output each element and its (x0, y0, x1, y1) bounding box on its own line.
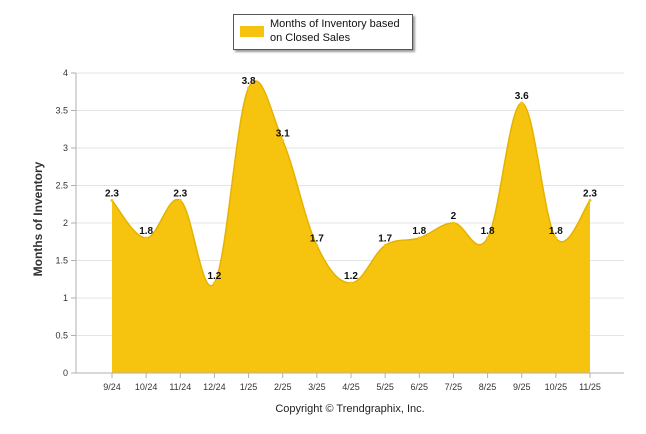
x-tick-label: 2/25 (274, 382, 292, 392)
copyright-text: Copyright © Trendgraphix, Inc. (275, 403, 425, 415)
data-label: 1.8 (139, 226, 153, 237)
y-tick-label: 4 (63, 68, 68, 78)
x-tick-label: 11/24 (169, 382, 191, 392)
data-point (554, 236, 558, 240)
area-layer (110, 80, 592, 374)
data-point (349, 281, 353, 285)
data-label: 3.8 (242, 76, 256, 87)
data-point (451, 221, 455, 225)
y-axis-title: Months of Inventory (31, 161, 45, 277)
data-label: 3.1 (276, 129, 290, 140)
y-tick-label: 2.5 (55, 181, 68, 191)
x-tick-label: 10/25 (545, 382, 568, 392)
x-tick-label: 11/25 (579, 382, 601, 392)
data-label: 1.8 (412, 226, 426, 237)
y-tick-label: 1 (63, 293, 68, 303)
data-label-layer: 2.3 1.8 2.3 1.2 3.8 3.1 1.7 1.2 1.7 1.8 2 1.8 3.6 1.8… (105, 76, 597, 282)
data-point (144, 236, 148, 240)
data-label: 2.3 (173, 189, 187, 200)
x-tick-label: 12/24 (203, 382, 226, 392)
data-point (486, 236, 490, 240)
y-tick-label: 3.5 (55, 106, 68, 116)
x-tick-label: 10/24 (135, 382, 158, 392)
data-label: 2.3 (105, 189, 119, 200)
legend-label: Months of Inventory based on Closed Sale… (270, 18, 400, 44)
x-tick-label: 8/25 (479, 382, 497, 392)
data-point (588, 199, 592, 202)
data-point (110, 199, 114, 202)
data-label: 2.3 (583, 189, 597, 200)
data-point (247, 86, 251, 90)
data-point (281, 139, 285, 142)
data-point (417, 236, 421, 240)
x-tick-label: 9/25 (513, 382, 531, 392)
legend: Months of Inventory based on Closed Sale… (233, 14, 413, 50)
x-tick-label: 5/25 (376, 382, 394, 392)
data-point (212, 281, 216, 285)
x-tick-label: 7/25 (445, 382, 463, 392)
data-label: 1.8 (549, 226, 563, 237)
data-label: 2 (451, 211, 457, 222)
y-tick-label: 0 (63, 368, 68, 378)
data-label: 1.7 (310, 234, 324, 245)
x-tick-label: 4/25 (342, 382, 360, 392)
area-series-outline (111, 80, 591, 287)
data-point (315, 244, 319, 247)
y-tick-label: 2 (63, 218, 68, 228)
x-tick-label: 1/25 (240, 382, 258, 392)
data-point (383, 244, 387, 247)
legend-swatch (240, 26, 264, 37)
x-tick-label: 6/25 (411, 382, 429, 392)
y-tick-label: 3 (63, 143, 68, 153)
data-point (520, 101, 524, 105)
data-label: 1.7 (378, 234, 392, 245)
x-tick-label: 3/25 (308, 382, 326, 392)
y-tick-label: 0.5 (55, 331, 68, 341)
data-label: 1.2 (344, 271, 358, 282)
area-series-months-of-inventory (112, 80, 590, 374)
y-tick-label: 1.5 (55, 256, 68, 266)
data-point (178, 199, 182, 202)
data-label: 1.2 (207, 271, 221, 282)
data-label: 1.8 (481, 226, 495, 237)
x-tick-label: 9/24 (103, 382, 121, 392)
axis-layer: 0 0.5 1 1.5 2 2.5 3 3.5 4 9/24 10/24 11/24 12/24 1/25… (55, 68, 624, 392)
data-label: 3.6 (515, 91, 529, 102)
